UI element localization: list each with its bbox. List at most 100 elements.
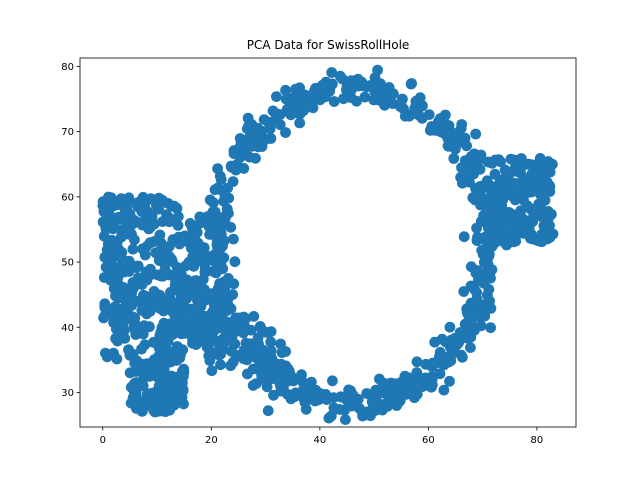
scatter-point	[527, 216, 538, 228]
scatter-point	[448, 153, 460, 164]
scatter-point	[492, 155, 504, 166]
scatter-point	[144, 237, 156, 249]
scatter-point	[334, 70, 346, 82]
scatter-point	[179, 230, 191, 242]
scatter-point	[469, 284, 481, 295]
scatter-point	[409, 392, 420, 404]
scatter-point	[485, 200, 496, 212]
scatter-point	[122, 226, 133, 238]
scatter-point	[514, 165, 525, 177]
scatter-point	[544, 186, 556, 197]
scatter-point	[428, 122, 440, 134]
scatter-point	[438, 384, 450, 396]
scatter-point	[153, 380, 165, 392]
scatter-point	[244, 151, 255, 163]
scatter-point	[434, 351, 445, 362]
scatter-point	[127, 392, 139, 404]
scatter-point	[101, 203, 112, 215]
scatter-point	[535, 185, 547, 197]
scatter-point	[264, 123, 276, 135]
scatter-point	[99, 302, 111, 314]
y-tick-label: 80	[61, 62, 74, 73]
scatter-point	[214, 339, 225, 351]
scatter-point	[158, 362, 170, 374]
scatter-point	[531, 202, 543, 214]
scatter-point	[268, 389, 279, 401]
scatter-point	[209, 184, 221, 196]
scatter-point	[143, 223, 155, 235]
scatter-point	[474, 181, 486, 193]
scatter-point	[341, 81, 353, 93]
scatter-point	[280, 93, 292, 105]
scatter-point	[497, 194, 509, 205]
scatter-point	[328, 402, 340, 414]
scatter-point	[509, 178, 521, 189]
scatter-point	[168, 269, 180, 281]
scatter-point	[207, 306, 219, 318]
scatter-point	[108, 317, 119, 328]
scatter-point	[127, 282, 139, 294]
scatter-point	[239, 140, 251, 152]
scatter-point	[200, 264, 212, 276]
scatter-point	[164, 318, 176, 330]
scatter-point	[478, 277, 490, 289]
scatter-point	[459, 132, 471, 144]
y-axis: 30 40 50 60 70 80	[61, 62, 80, 399]
scatter-point	[442, 131, 453, 143]
scatter-point	[379, 99, 390, 111]
scatter-point	[197, 273, 209, 285]
scatter-point	[192, 237, 204, 249]
scatter-point	[139, 397, 151, 409]
scatter-point	[213, 246, 225, 258]
scatter-point	[257, 373, 268, 385]
scatter-point	[177, 321, 189, 332]
scatter-point	[255, 323, 267, 335]
scatter-point	[206, 291, 218, 303]
scatter-point	[228, 233, 239, 245]
y-tick-label: 50	[61, 258, 74, 269]
scatter-point	[446, 349, 457, 360]
scatter-point	[485, 322, 496, 334]
chart-title: PCA Data for SwissRollHole	[247, 38, 410, 52]
scatter-point	[358, 80, 369, 92]
scatter-point	[225, 360, 237, 372]
scatter-point	[414, 92, 426, 104]
scatter-point	[258, 114, 270, 125]
scatter-point	[276, 347, 288, 358]
scatter-point	[202, 211, 213, 223]
scatter-point	[142, 298, 154, 310]
y-tick-label: 30	[61, 388, 74, 399]
scatter-point	[172, 211, 184, 223]
scatter-point	[458, 231, 470, 243]
scatter-point	[542, 156, 554, 167]
scatter-point	[121, 297, 133, 308]
scatter-point	[506, 236, 518, 248]
scatter-point	[326, 67, 338, 78]
scatter-point	[188, 260, 200, 272]
scatter-point	[451, 339, 463, 350]
scatter-point	[290, 93, 302, 104]
scatter-point	[372, 64, 383, 76]
scatter-point	[108, 347, 119, 359]
scatter-point	[203, 341, 214, 352]
scatter-point	[160, 406, 172, 417]
scatter-point	[146, 390, 158, 401]
scatter-point	[138, 358, 149, 370]
scatter-point	[534, 158, 546, 170]
scatter-point	[525, 159, 537, 171]
scatter-point	[218, 195, 230, 207]
scatter-point	[125, 381, 137, 393]
scatter-point	[252, 332, 264, 344]
x-axis: 0 20 40 60 80	[100, 427, 543, 446]
scatter-point	[465, 316, 477, 327]
scatter-point	[129, 234, 140, 246]
scatter-point	[148, 336, 159, 348]
scatter-point	[289, 389, 301, 401]
scatter-point	[457, 177, 468, 189]
scatter-point	[539, 219, 551, 231]
scatter-point	[383, 82, 395, 93]
scatter-point	[271, 91, 282, 102]
scatter-point	[459, 155, 471, 167]
scatter-point	[281, 103, 293, 115]
scatter-point	[123, 255, 135, 267]
